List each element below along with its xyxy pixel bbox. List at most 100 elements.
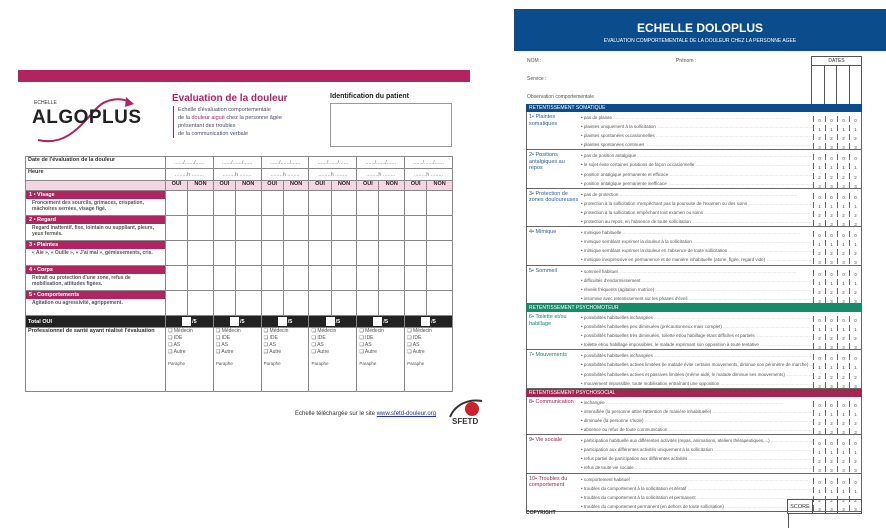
score-option[interactable]: 3 <box>849 296 861 303</box>
score-option[interactable]: 1 <box>837 201 849 208</box>
score-option[interactable]: 2 <box>837 249 849 256</box>
score-option[interactable]: 3 <box>837 466 849 473</box>
answer-cell[interactable] <box>212 190 236 216</box>
professional-checkbox[interactable]: ❑ Autre <box>311 349 330 355</box>
professional-checkbox[interactable]: ❑ Médecin <box>311 328 337 334</box>
hour-field[interactable]: ........h ........ <box>165 168 214 181</box>
score-option[interactable]: 0 <box>825 192 837 199</box>
answer-cell[interactable] <box>164 190 189 216</box>
score-option[interactable]: 3 <box>813 220 825 227</box>
score-option[interactable]: 2 <box>813 457 825 464</box>
answer-cell[interactable] <box>426 240 453 266</box>
professional-checkbox[interactable]: ❑ AS <box>263 342 276 348</box>
service-field[interactable]: Service : <box>527 76 547 82</box>
score-option[interactable]: 0 <box>849 116 861 122</box>
answer-cell[interactable] <box>212 265 236 291</box>
score-option[interactable]: 1 <box>825 125 837 132</box>
answer-cell[interactable] <box>187 265 214 291</box>
score-option[interactable]: 0 <box>849 269 861 276</box>
score-option[interactable]: 0 <box>849 439 861 446</box>
answer-cell[interactable] <box>356 240 380 266</box>
score-option[interactable]: 1 <box>837 325 849 332</box>
score-option[interactable]: 3 <box>825 296 837 303</box>
answer-cell[interactable] <box>356 265 380 291</box>
date-field[interactable]: ....../....../...... <box>356 156 406 169</box>
score-option[interactable]: 2 <box>825 249 837 256</box>
score-option[interactable]: 1 <box>849 363 861 370</box>
answer-cell[interactable] <box>404 290 428 316</box>
score-option[interactable]: 2 <box>813 287 825 294</box>
professional-checkbox[interactable]: ❑ IDE <box>311 335 326 341</box>
professional-checkbox[interactable]: ❑ IDE <box>168 335 183 341</box>
professional-checkbox[interactable]: ❑ Médecin <box>215 328 241 334</box>
score-option[interactable]: 1 <box>813 278 825 285</box>
score-option[interactable]: 2 <box>849 457 861 464</box>
score-cell[interactable] <box>837 500 850 514</box>
date-field[interactable]: ....../....../...... <box>260 156 310 169</box>
score-option[interactable]: 1 <box>849 409 861 416</box>
score-option[interactable]: 3 <box>813 381 825 388</box>
score-option[interactable]: 0 <box>813 354 825 361</box>
score-option[interactable]: 0 <box>813 231 825 238</box>
score-cell[interactable] <box>824 500 838 514</box>
total-input[interactable] <box>373 317 383 326</box>
answer-cell[interactable] <box>378 290 406 316</box>
answer-cell[interactable] <box>330 265 358 291</box>
total-input[interactable] <box>229 317 239 326</box>
answer-cell[interactable] <box>260 215 284 241</box>
score-option[interactable]: 0 <box>849 477 861 484</box>
date-field[interactable]: ....../....../...... <box>165 156 214 169</box>
score-option[interactable]: 3 <box>813 258 825 265</box>
score-option[interactable]: 2 <box>849 172 861 179</box>
score-option[interactable]: 1 <box>825 448 837 455</box>
score-option[interactable]: 0 <box>837 477 849 484</box>
score-option[interactable]: 2 <box>849 134 861 141</box>
answer-cell[interactable] <box>426 290 453 316</box>
total-input[interactable] <box>325 317 335 326</box>
professional-checkbox[interactable]: ❑ IDE <box>359 335 374 341</box>
professional-checkbox[interactable]: ❑ IDE <box>407 335 422 341</box>
date-field[interactable]: ....../....../...... <box>212 156 262 169</box>
answer-cell[interactable] <box>308 190 332 216</box>
professional-checkbox[interactable]: ❑ Autre <box>359 349 377 355</box>
hour-field[interactable]: ........h ........ <box>212 168 262 181</box>
answer-cell[interactable] <box>187 190 214 216</box>
hour-field[interactable]: ........h ........ <box>356 168 406 181</box>
answer-cell[interactable] <box>234 265 262 291</box>
score-option[interactable]: 0 <box>837 400 849 407</box>
score-option[interactable]: 2 <box>813 372 825 379</box>
answer-cell[interactable] <box>260 265 284 291</box>
answer-cell[interactable] <box>164 290 189 316</box>
answer-cell[interactable] <box>356 290 380 316</box>
score-option[interactable]: 1 <box>813 240 825 247</box>
score-option[interactable]: 0 <box>825 477 837 484</box>
score-option[interactable]: 2 <box>849 334 861 341</box>
score-option[interactable]: 3 <box>825 143 837 150</box>
score-option[interactable]: 1 <box>837 125 849 132</box>
score-option[interactable]: 2 <box>837 287 849 294</box>
score-option[interactable]: 2 <box>837 134 849 141</box>
score-option[interactable]: 3 <box>849 220 861 227</box>
answer-cell[interactable] <box>164 215 189 241</box>
professional-checkbox[interactable]: ❑ Autre <box>215 349 234 355</box>
answer-cell[interactable] <box>330 215 358 241</box>
score-option[interactable]: 2 <box>813 334 825 341</box>
score-option[interactable]: 0 <box>825 439 837 446</box>
answer-cell[interactable] <box>234 240 262 266</box>
answer-cell[interactable] <box>356 215 380 241</box>
score-option[interactable]: 0 <box>837 269 849 276</box>
answer-cell[interactable] <box>282 290 310 316</box>
score-option[interactable]: 0 <box>825 269 837 276</box>
score-option[interactable]: 3 <box>825 381 837 388</box>
score-option[interactable]: 1 <box>813 363 825 370</box>
score-option[interactable]: 3 <box>813 296 825 303</box>
score-option[interactable]: 2 <box>813 249 825 256</box>
score-option[interactable]: 0 <box>849 192 861 199</box>
score-option[interactable]: 0 <box>813 316 825 322</box>
score-option[interactable]: 3 <box>849 466 861 473</box>
answer-cell[interactable] <box>308 215 332 241</box>
answer-cell[interactable] <box>378 240 406 266</box>
score-option[interactable]: 1 <box>837 163 849 170</box>
score-option[interactable]: 0 <box>813 477 825 484</box>
score-option[interactable]: 3 <box>825 343 837 350</box>
